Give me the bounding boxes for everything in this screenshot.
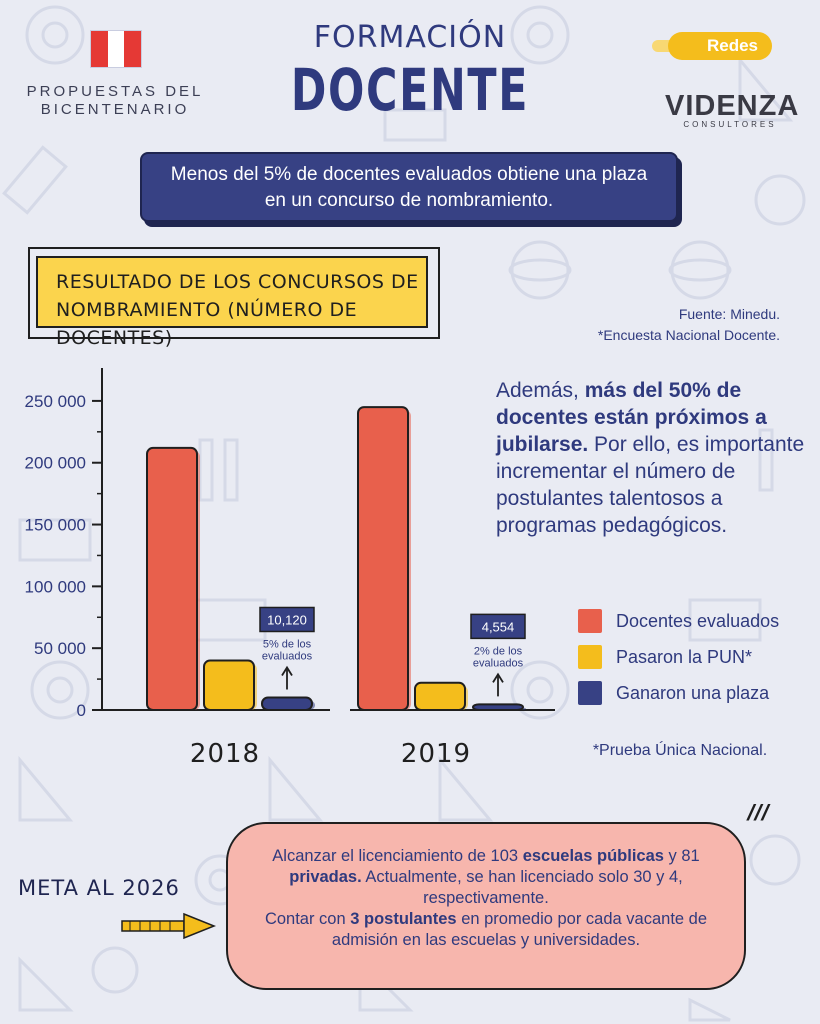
bar-2018-2 — [261, 696, 313, 712]
bar-2019-1 — [414, 681, 466, 711]
page-title: DOCENTE — [290, 56, 530, 124]
legend-item: Docentes evaluados — [578, 603, 808, 639]
arrow-right-icon — [121, 912, 217, 940]
videnza-logo: VIDENZA — [665, 90, 800, 122]
annotation-note-line1: 2% de los — [474, 645, 523, 657]
banner-line2: en un concurso de nombramiento. — [264, 190, 554, 211]
bar-2018-1 — [203, 659, 255, 711]
bar-2019-0 — [357, 406, 409, 711]
goal-t1-bold: escuelas públicas — [522, 847, 664, 865]
source-line1: Fuente: Minedu. — [678, 306, 780, 322]
bar-2018-0 — [146, 446, 198, 712]
legend-swatch — [578, 681, 602, 705]
annotation-value-box — [470, 613, 526, 640]
x-tick-label-2018: 2018 — [190, 739, 260, 769]
annotation-note-line2: evaluados — [473, 657, 524, 669]
logo-text-line1: PROPUESTAS DEL — [26, 83, 204, 100]
goal-t4: Contar con — [264, 910, 351, 928]
peru-flag-icon — [90, 30, 142, 68]
goal-t1: Alcanzar el licenciamiento de 103 — [272, 847, 523, 865]
legend-item: Ganaron una plaza — [578, 675, 808, 711]
y-tick-label: 0 — [77, 701, 86, 720]
annotation-value-label: 4,554 — [482, 619, 515, 634]
chart-title: RESULTADO DE LOS CONCURSOS DE NOMBRAMIEN… — [36, 256, 428, 349]
annotation-note-line2: evaluados — [262, 650, 313, 662]
goal-t3: Actualmente, se han licenciado solo 30 y… — [361, 868, 683, 907]
side-text-p1: Además, — [496, 379, 585, 402]
logo-text-line2: BICENTENARIO — [40, 101, 190, 118]
y-tick-label: 50 000 — [34, 639, 86, 658]
source-line2: *Encuesta Nacional Docente. — [597, 327, 780, 343]
chart-title-frame — [28, 247, 440, 339]
goal-box: Alcanzar el licenciamiento de 103 escuel… — [226, 822, 746, 990]
source-note: Fuente: Minedu. *Encuesta Nacional Docen… — [580, 304, 780, 346]
legend-swatch — [578, 645, 602, 669]
propuestas-logo: PROPUESTAS DEL BICENTENARIO — [20, 25, 210, 125]
annotation-arrowhead — [281, 665, 293, 676]
redes-badge[interactable]: Redes — [668, 32, 772, 60]
banner-line1: Menos del 5% de docentes evaluados obtie… — [170, 164, 648, 185]
goal-t5: en promedio por cada vacante de admisión… — [331, 910, 708, 949]
legend-label: Docentes evaluados — [616, 610, 780, 631]
y-tick-label: 200 000 — [25, 454, 86, 473]
goal-t4-bold: 3 postulantes — [350, 910, 457, 928]
x-tick-label-2019: 2019 — [401, 739, 471, 769]
annotation-arrowhead — [492, 672, 504, 683]
meta-label: META AL 2026 — [18, 876, 180, 900]
y-tick-label: 150 000 — [25, 516, 86, 535]
bar-chart: 0 50 000 100 000 150 000 200 000 250 000 2018 5… — [25, 368, 555, 769]
chart-legend: Docentes evaluados Pasaron la PUN* Ganaron… — [578, 603, 808, 711]
bar-2019-2 — [472, 703, 524, 711]
side-text-p2: Por ello, es importante incrementar el n… — [496, 433, 805, 537]
legend-label: Ganaron una plaza — [616, 682, 770, 703]
annotation-note-line1: 5% de los — [263, 638, 312, 650]
annotation-value-box — [259, 606, 315, 633]
side-text: Además, más del 50% de docentes están pr… — [496, 377, 816, 539]
goal-t2-bold: privadas. — [289, 868, 362, 886]
y-tick-label: 250 000 — [25, 392, 86, 411]
logo-text: PROPUESTAS DEL BICENTENARIO — [20, 83, 210, 119]
videnza-subtitle: CONSULTORES — [683, 120, 777, 129]
y-tick-label: 100 000 — [25, 577, 86, 596]
legend-item: Pasaron la PUN* — [578, 639, 808, 675]
headline-banner: Menos del 5% de docentes evaluados obtie… — [140, 152, 678, 222]
legend-swatch — [578, 609, 602, 633]
footnote: *Prueba Única Nacional. — [592, 742, 768, 759]
side-text-bold: más del 50% de docentes están próximos a… — [496, 379, 767, 456]
annotation-value-label: 10,120 — [267, 612, 307, 627]
legend-label: Pasaron la PUN* — [616, 646, 753, 667]
goal-t2: y 81 — [663, 847, 700, 865]
title-top: FORMACIÓN — [313, 20, 507, 55]
